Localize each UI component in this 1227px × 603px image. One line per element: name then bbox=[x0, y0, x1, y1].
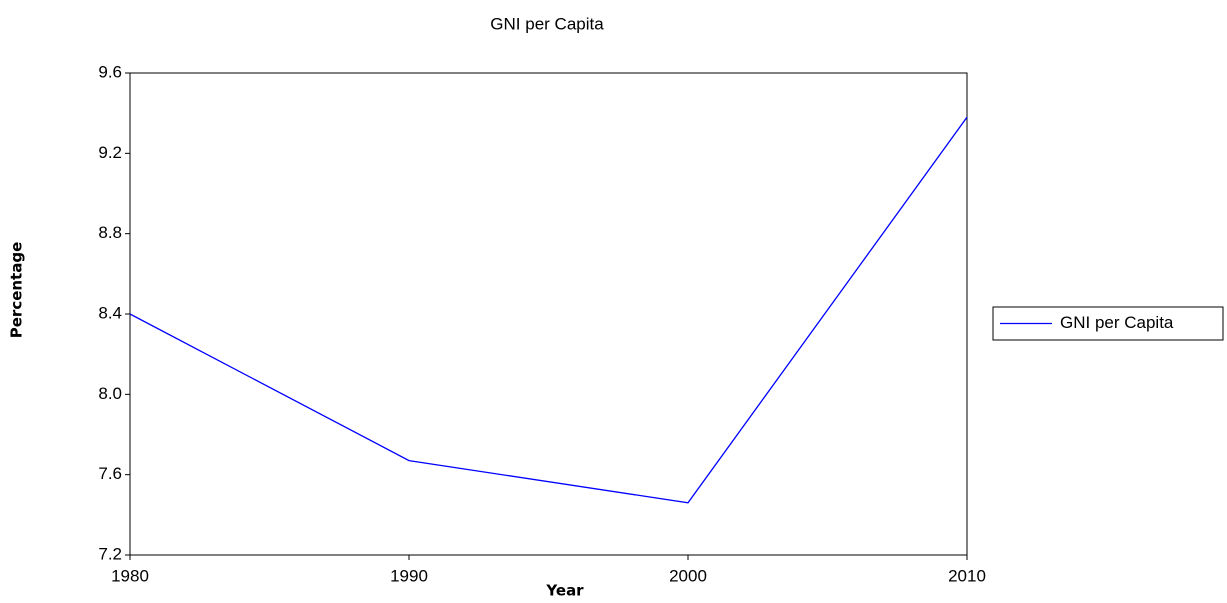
y-tick-label: 9.2 bbox=[98, 143, 122, 162]
y-tick-label: 7.6 bbox=[98, 464, 122, 483]
x-tick-label: 1980 bbox=[111, 566, 149, 585]
y-tick-label: 8.0 bbox=[98, 384, 122, 403]
line bbox=[129, 116, 968, 504]
y-tick-label: 9.6 bbox=[98, 62, 122, 81]
y-axis-label: Percentage bbox=[8, 242, 26, 339]
plot-frame bbox=[129, 72, 968, 556]
x-tick-label: 1990 bbox=[390, 566, 428, 585]
y-tick-label: 8.4 bbox=[98, 303, 122, 322]
y-tick-label: 7.2 bbox=[98, 544, 122, 563]
x-axis-label: Year bbox=[545, 582, 584, 600]
x-tick-label: 2010 bbox=[948, 566, 986, 585]
y-tick-label: 8.8 bbox=[98, 223, 122, 242]
legend-label: GNI per Capita bbox=[1060, 313, 1174, 332]
chart-title: GNI per Capita bbox=[490, 14, 604, 33]
x-tick-label: 2000 bbox=[669, 566, 707, 585]
